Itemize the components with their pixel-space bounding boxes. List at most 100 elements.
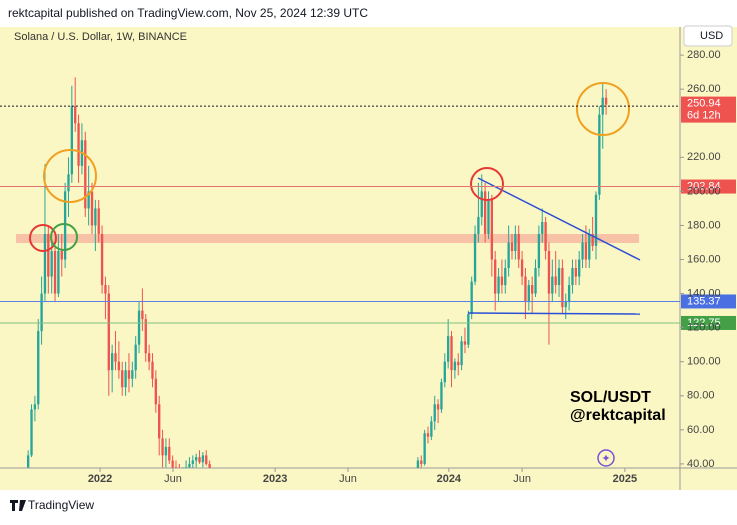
- candle-body: [584, 242, 588, 260]
- candle-body: [117, 361, 121, 371]
- candle-body: [504, 268, 507, 286]
- last-label-bg: [681, 96, 736, 123]
- candle-body: [110, 353, 114, 371]
- candle-body: [541, 222, 544, 234]
- candle-body: [67, 174, 70, 192]
- candle-body: [60, 250, 63, 260]
- candle-body: [205, 455, 208, 464]
- candle-body: [198, 457, 201, 463]
- candle-body: [557, 268, 561, 286]
- candle-body: [581, 242, 584, 260]
- candle-body: [544, 222, 547, 251]
- candle-body: [104, 285, 107, 294]
- candle-body: [114, 353, 117, 362]
- candle-body: [94, 208, 97, 226]
- candle-body: [201, 455, 205, 463]
- candle-body: [457, 361, 460, 366]
- candle-body: [530, 285, 534, 294]
- candle-body: [50, 250, 53, 277]
- candle-body: [137, 310, 141, 345]
- candle-body: [460, 341, 463, 366]
- candle-body: [477, 216, 480, 234]
- logo: [10, 500, 26, 511]
- candle-body: [188, 463, 191, 468]
- candle-body: [47, 233, 50, 277]
- candle-body: [594, 194, 598, 246]
- candle-body: [184, 467, 188, 468]
- candle-body: [90, 191, 94, 226]
- candle-body: [554, 276, 557, 286]
- y-tick-label: 80.00: [687, 390, 715, 402]
- candle-body: [37, 331, 40, 405]
- y-tick-label: 280.00: [687, 49, 721, 61]
- price-label-bg: [681, 179, 736, 194]
- candle-body: [463, 341, 467, 345]
- plot: [16, 77, 639, 468]
- candle-body: [591, 233, 594, 246]
- x-tick-label: 2022: [88, 473, 112, 485]
- candle-body: [443, 361, 446, 383]
- candle-body: [124, 370, 127, 388]
- candle-body: [426, 433, 430, 437]
- currency-box: [683, 25, 733, 47]
- candle-body: [131, 370, 134, 379]
- x-tick-label: Jun: [513, 473, 531, 485]
- candle-body: [100, 233, 104, 286]
- candle-body: [430, 421, 433, 437]
- y-tick-label: 180.00: [687, 219, 721, 231]
- candle-body: [416, 460, 420, 468]
- candle-body: [453, 361, 457, 371]
- candle-body: [43, 233, 47, 294]
- candle-body: [87, 191, 90, 209]
- candle-body: [574, 268, 578, 277]
- candle-body: [171, 460, 174, 468]
- candle-body: [524, 276, 527, 303]
- y-tick-label: 40.00: [687, 458, 715, 470]
- x-tick-label: Jun: [339, 473, 357, 485]
- x-tick-label: 2025: [613, 473, 637, 485]
- candle-body: [490, 199, 494, 260]
- candle-body: [473, 233, 477, 282]
- candle-body: [514, 233, 517, 251]
- candle-body: [500, 276, 504, 286]
- candle-body: [598, 114, 601, 195]
- candle-body: [497, 276, 500, 294]
- y-tick-label: 140.00: [687, 287, 721, 299]
- candle-body: [164, 446, 168, 456]
- candle-body: [97, 208, 100, 234]
- candle-body: [517, 233, 520, 260]
- candle-body: [604, 97, 608, 105]
- circle: [470, 167, 504, 201]
- candle-body: [564, 302, 567, 308]
- annotation: @rektcapital: [570, 407, 666, 424]
- candle-body: [77, 123, 80, 166]
- y-tick-label: 60.00: [687, 424, 715, 436]
- candle-body: [470, 281, 473, 315]
- candle-body: [601, 97, 604, 115]
- circle: [50, 223, 78, 251]
- candle-body: [494, 259, 497, 294]
- candle-body: [551, 276, 554, 294]
- y-tick-label: 100.00: [687, 356, 721, 368]
- zone: [16, 234, 639, 243]
- y-tick-label: 220.00: [687, 151, 721, 163]
- candle-body: [547, 250, 551, 294]
- candle-body: [40, 293, 43, 332]
- candle-body: [158, 404, 161, 439]
- candle-body: [147, 353, 151, 362]
- candle-body: [208, 463, 211, 468]
- candle-body: [141, 310, 144, 320]
- x-tick-label: 2023: [263, 473, 287, 485]
- currency: USD: [700, 30, 723, 42]
- candle-body: [561, 268, 564, 308]
- candle-body: [567, 285, 571, 303]
- candle-body: [57, 250, 60, 294]
- candle-body: [423, 433, 426, 464]
- candle-body: [507, 242, 510, 269]
- candle-body: [107, 293, 110, 371]
- header: rektcapital published on TradingView.com…: [8, 6, 368, 20]
- drawings: ✦ SOL/USDT @rektcapital 250.08202.84135.…: [0, 82, 736, 467]
- candle-body: [63, 191, 67, 260]
